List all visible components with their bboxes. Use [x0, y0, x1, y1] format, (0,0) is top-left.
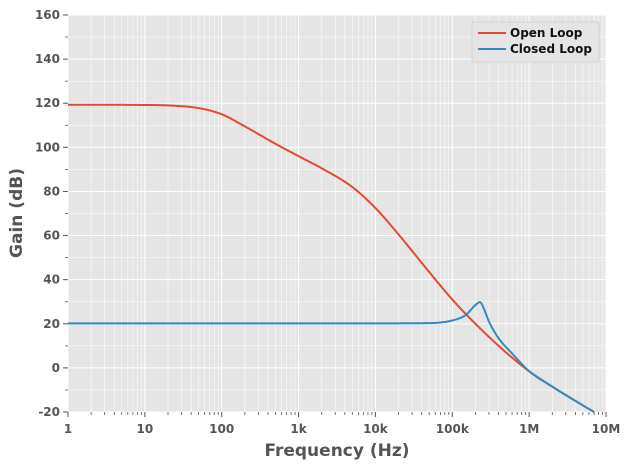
x-tick-label: 1 — [64, 422, 72, 436]
y-tick-label: 60 — [43, 229, 60, 243]
y-tick-label: 100 — [35, 140, 60, 154]
legend-label-closed-loop: Closed Loop — [510, 42, 592, 56]
x-tick-label: 10M — [592, 422, 621, 436]
legend-label-open-loop: Open Loop — [510, 26, 583, 40]
x-tick-label: 100 — [209, 422, 234, 436]
y-axis-label: Gain (dB) — [7, 168, 27, 258]
tick-labels: 1 10 100 1k 10k 100k 1M 10M -20 0 20 40 60 80 100 120 14… — [35, 8, 620, 436]
x-tick-label: 10k — [363, 422, 389, 436]
y-tick-label: 0 — [52, 361, 60, 375]
grid — [67, 14, 607, 413]
x-tick-label: 1k — [290, 422, 307, 436]
ticks — [63, 14, 607, 417]
y-tick-label: 160 — [35, 8, 60, 22]
series-line-open-loop — [68, 103, 595, 413]
legend: Open Loop Closed Loop — [471, 21, 600, 63]
x-tick-label: 100k — [436, 422, 470, 436]
y-tick-label: 20 — [43, 317, 60, 331]
x-tick-label: 1M — [519, 422, 539, 436]
series-layer — [68, 103, 595, 413]
x-axis-label: Frequency (Hz) — [264, 441, 409, 461]
y-tick-label: 120 — [35, 96, 60, 110]
y-tick-label: 140 — [35, 52, 60, 66]
x-tick-label: 10 — [137, 422, 154, 436]
y-tick-label: 80 — [43, 184, 60, 198]
y-tick-label: 40 — [43, 273, 60, 287]
y-tick-label: -20 — [38, 405, 60, 419]
series-line-closed-loop — [68, 301, 595, 413]
